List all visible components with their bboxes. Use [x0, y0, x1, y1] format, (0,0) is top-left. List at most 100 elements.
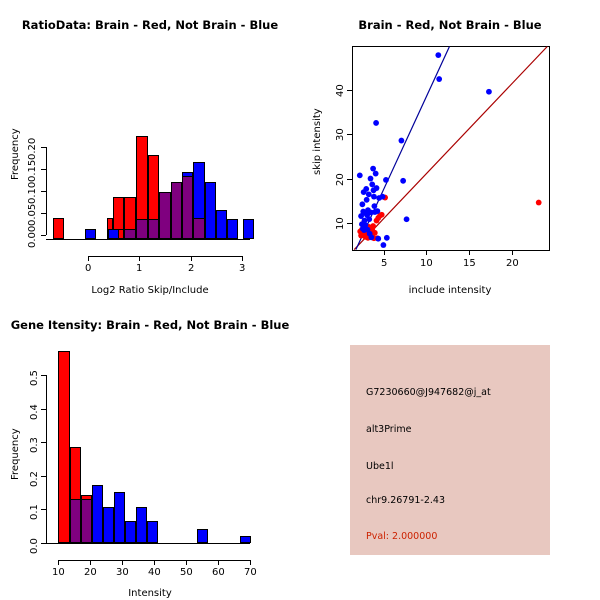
- bar-blue: [227, 219, 238, 239]
- scatter-point: [361, 217, 368, 224]
- fit-line-notbrain-fit: [355, 46, 451, 250]
- ratio-hist-ytick-020: 0.20: [27, 137, 38, 160]
- scatter-point: [363, 186, 370, 192]
- gene-hist-ytick-02: 0.2: [29, 471, 40, 487]
- gene-hist-title: Gene Itensity: Brain - Red, Not Brain - …: [10, 318, 290, 332]
- bar-overlap: [171, 182, 182, 239]
- gene-hist-xlabel: Intensity: [128, 588, 172, 599]
- scatter-point: [368, 234, 375, 241]
- scatter-xlabel: include intensity: [408, 285, 492, 296]
- ratio-hist-ytick-005: 0.05: [27, 203, 38, 226]
- scatter-point: [373, 120, 379, 126]
- gene-hist-xtick-70: 70: [244, 567, 257, 578]
- scatter-point: [398, 137, 405, 144]
- scatter-point: [403, 216, 410, 223]
- gene-hist-xtick-20: 20: [84, 567, 97, 578]
- bar-overlap: [136, 219, 148, 239]
- bar-blue: [103, 507, 114, 543]
- panel-gene-intensity-histogram: Gene Itensity: Brain - Red, Not Brain - …: [0, 300, 300, 600]
- bar-blue: [243, 219, 254, 239]
- ratio-hist-xtick-0: 0: [85, 263, 92, 274]
- gene-hist-xtick-10: 10: [52, 567, 65, 578]
- scatter-point: [371, 193, 377, 200]
- gene-hist-xtick-30: 30: [116, 567, 129, 578]
- bar-overlap: [193, 218, 205, 239]
- scatter-point: [366, 216, 373, 223]
- scatter-point: [371, 203, 378, 210]
- gene-hist-ytick-03: 0.3: [29, 437, 40, 453]
- scatter-point: [367, 175, 374, 182]
- gene-hist-xtick-50: 50: [180, 567, 193, 578]
- scatter-point: [435, 52, 442, 58]
- scatter-point: [379, 193, 386, 200]
- scatter-xtick-5: 5: [381, 258, 388, 269]
- info-pval: Pval: 2.000000: [366, 531, 438, 542]
- scatter-point: [535, 199, 542, 206]
- bar-overlap: [70, 499, 81, 543]
- gene-hist-ytick-05: 0.5: [29, 370, 40, 386]
- scatter-point: [370, 223, 376, 229]
- bar-blue: [136, 507, 147, 543]
- info-probe-id: G7230660@J947682@j_at: [366, 387, 491, 398]
- scatter-point: [374, 208, 381, 215]
- bar-blue: [108, 229, 119, 239]
- info-event-type: alt3Prime: [366, 424, 412, 435]
- scatter-xtick-15: 15: [463, 258, 476, 269]
- scatter-point: [383, 177, 389, 183]
- bar-blue: [197, 529, 208, 543]
- ratio-hist-ylabel: Frequency: [10, 128, 21, 180]
- bar-blue: [114, 492, 125, 543]
- bar-red: [53, 218, 64, 239]
- ratio-hist-ytick-010: 0.10: [27, 181, 38, 204]
- scatter-point: [378, 211, 385, 218]
- scatter-point: [400, 177, 407, 184]
- gene-hist-ytick-00: 0.0: [29, 538, 40, 554]
- scatter-point: [372, 170, 379, 177]
- bar-blue: [125, 521, 136, 543]
- scatter-xtick-10: 10: [420, 258, 433, 269]
- scatter-point: [363, 196, 370, 203]
- bar-overlap: [182, 176, 193, 239]
- ratio-hist-title: RatioData: Brain - Red, Not Brain - Blue: [21, 18, 279, 32]
- scatter-point: [375, 235, 382, 242]
- scatter-point: [383, 234, 390, 241]
- bar-overlap: [148, 219, 159, 239]
- scatter-point: [380, 242, 387, 248]
- info-locus: chr9.26791-2.43: [366, 495, 446, 506]
- scatter-point: [370, 165, 376, 172]
- ratio-hist-ytick-000: 0.00: [27, 225, 38, 248]
- info-gene-symbol: Ube1l: [366, 461, 394, 472]
- ratio-hist-xlabel: Log2 Ratio Skip/Include: [91, 285, 209, 296]
- bar-blue: [240, 536, 251, 543]
- panel-ratio-histogram: RatioData: Brain - Red, Not Brain - Blue…: [0, 0, 300, 300]
- gene-hist-ytick-01: 0.1: [29, 504, 40, 520]
- scatter-xtick-20: 20: [506, 258, 519, 269]
- bar-blue: [147, 521, 158, 543]
- bar-overlap: [159, 192, 171, 239]
- panel-probe-info: G7230660@J947682@j_at alt3Prime Ube1l ch…: [350, 345, 550, 555]
- scatter-point: [356, 172, 363, 179]
- ratio-hist-xtick-1: 1: [136, 263, 143, 274]
- bar-blue: [92, 485, 103, 543]
- scatter-point: [486, 88, 492, 95]
- scatter-point: [362, 222, 369, 229]
- gene-hist-xtick-40: 40: [148, 567, 161, 578]
- ratio-hist-ytick-015: 0.15: [27, 159, 38, 182]
- bar-blue: [85, 229, 96, 239]
- scatter-data-layer: [353, 46, 548, 250]
- gene-hist-ytick-04: 0.4: [29, 404, 40, 420]
- scatter-point: [371, 229, 378, 236]
- scatter-point: [369, 181, 376, 188]
- bar-blue: [205, 182, 216, 239]
- gene-hist-ylabel: Frequency: [10, 428, 21, 480]
- bar-overlap: [81, 499, 92, 543]
- fit-line-brain-fit: [353, 46, 548, 250]
- panel-intensity-scatter: Brain - Red, Not Brain - Blue skip inten…: [300, 0, 600, 300]
- bar-red: [58, 351, 70, 543]
- scatter-point: [436, 76, 443, 82]
- scatter-point: [359, 201, 366, 208]
- scatter-point: [358, 213, 364, 219]
- scatter-point: [365, 191, 372, 198]
- scatter-point: [373, 185, 380, 191]
